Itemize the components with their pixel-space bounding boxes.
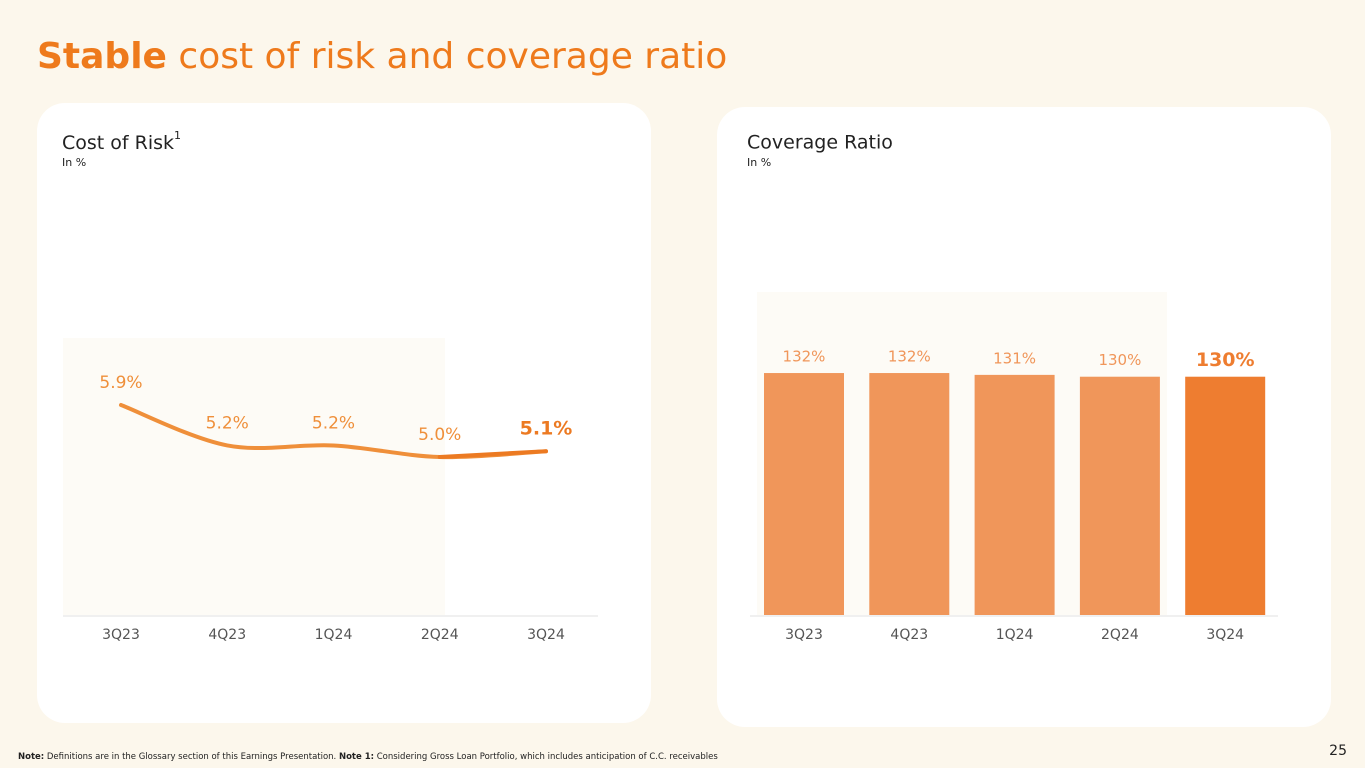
- x-tick-label: 3Q24: [1206, 627, 1244, 643]
- chart-title: Cost of Risk1: [62, 129, 181, 154]
- footnote-text: Considering Gross Loan Portfolio, which …: [377, 752, 719, 762]
- bar: [869, 373, 950, 615]
- line-highlight: [437, 449, 548, 459]
- title-bold: Stable: [37, 36, 167, 77]
- slide-title: Stable cost of risk and coverage ratio: [37, 36, 727, 77]
- bar: [1185, 376, 1266, 615]
- data-label: 5.9%: [99, 373, 142, 393]
- title-text: Cost of Risk: [62, 132, 174, 154]
- bar: [764, 373, 844, 615]
- plot-bg: [63, 338, 445, 615]
- footnote-label: Note 1:: [339, 752, 374, 762]
- footnote: Note: Definitions are in the Glossary se…: [18, 752, 718, 762]
- x-tick-label: 3Q24: [527, 627, 565, 643]
- x-tick-label: 4Q23: [890, 627, 928, 643]
- plots: 3Q23 4Q23 1Q24 2Q24 3Q24 5.9% 5.2% 5.2% 5.0% 5.1%…: [99, 348, 1266, 643]
- x-tick-label: 2Q24: [421, 627, 459, 643]
- data-label: 132%: [888, 348, 931, 366]
- data-label: 130%: [1196, 349, 1255, 371]
- data-label: 130%: [1098, 351, 1141, 369]
- x-tick-label: 1Q24: [315, 627, 353, 643]
- chart-title: Coverage Ratio: [747, 132, 893, 154]
- data-label: 5.0%: [418, 425, 461, 445]
- page-number: 25: [1329, 743, 1347, 759]
- footnote-label: Note:: [18, 752, 44, 762]
- title-sup: 1: [174, 129, 181, 142]
- x-tick-label: 3Q23: [102, 627, 140, 643]
- x-tick-label: 1Q24: [996, 627, 1034, 643]
- data-label: 5.1%: [520, 418, 573, 440]
- x-tick-label: 2Q24: [1101, 627, 1139, 643]
- bar: [974, 374, 1055, 615]
- footnote-text: Definitions are in the Glossary section …: [47, 752, 336, 762]
- title-rest: cost of risk and coverage ratio: [178, 36, 727, 77]
- chart-subtitle: In %: [747, 156, 771, 169]
- data-label: 131%: [993, 349, 1036, 367]
- x-tick-label: 3Q23: [785, 627, 823, 643]
- data-label: 132%: [783, 348, 826, 366]
- bar: [1079, 376, 1160, 615]
- chart-subtitle: In %: [62, 156, 86, 169]
- x-tick-label: 4Q23: [208, 627, 246, 643]
- data-label: 5.2%: [312, 413, 355, 433]
- data-label: 5.2%: [206, 413, 249, 433]
